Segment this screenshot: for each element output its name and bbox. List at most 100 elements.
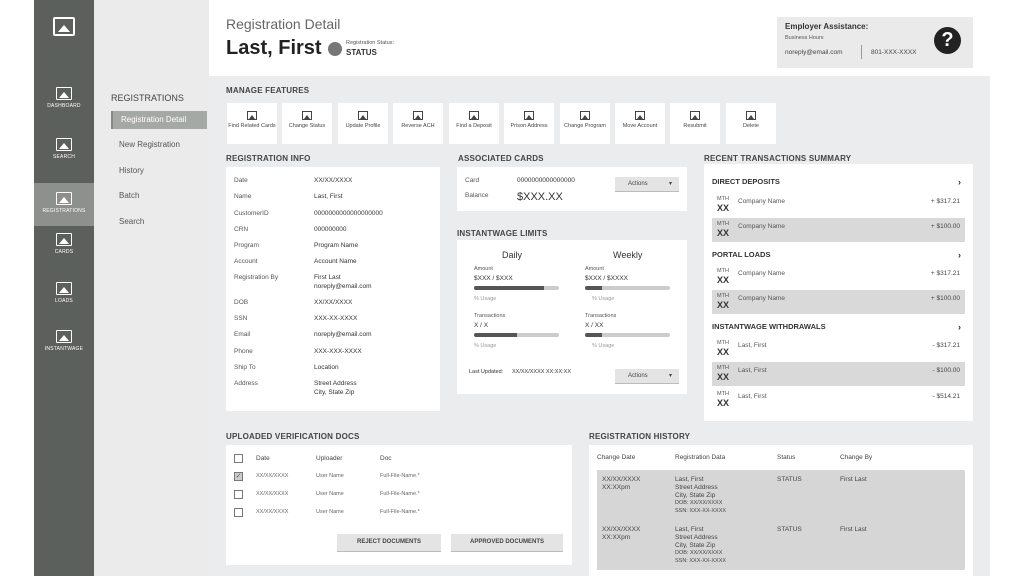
subnav-item-registration-detail[interactable]: Registration Detail: [111, 111, 207, 129]
weekly-usage-label: % Usage: [592, 296, 615, 302]
find-a-deposit-button[interactable]: Find a Deposit: [449, 103, 499, 144]
dashboard-icon: [56, 87, 72, 100]
transaction-amount: + $317.21: [930, 270, 960, 277]
reg-info-label: SSN: [234, 315, 248, 322]
history-status: STATUS: [777, 526, 802, 533]
daily-title: Daily: [502, 250, 523, 260]
registrations-icon: [56, 192, 72, 205]
transaction-day: XX: [717, 275, 730, 285]
doc-row-checkbox[interactable]: [234, 490, 243, 499]
transaction-month: MTH: [717, 293, 729, 299]
employer-phone[interactable]: 801-XXX-XXXX: [871, 49, 917, 56]
associated-cards-title: ASSOCIATED CARDS: [458, 154, 544, 163]
transaction-name: Company Name: [738, 198, 785, 205]
weekly-tx-usage-bar: [585, 333, 670, 337]
select-all-checkbox[interactable]: [234, 454, 243, 463]
doc-file-name[interactable]: Full-File-Name.*: [380, 509, 420, 515]
doc-row-checkbox[interactable]: ✓: [234, 472, 243, 481]
transaction-row[interactable]: MTH XX Company Name + $317.21: [712, 265, 965, 289]
transaction-group-title: PORTAL LOADS: [712, 250, 771, 259]
update-profile-button[interactable]: Update Profile: [338, 103, 388, 144]
rail-item-instantwage[interactable]: INSTANTWAGE: [34, 330, 94, 374]
reg-info-value: XXX-XX-XXXX: [314, 315, 358, 322]
weekly-amount-value: $XXX / $XXXX: [585, 275, 628, 282]
rail-item-loads[interactable]: LOADS: [34, 282, 94, 326]
weekly-amount-usage-bar: [585, 286, 670, 290]
sub-nav: REGISTRATIONS: [94, 0, 209, 576]
status-dot-icon: [328, 42, 342, 56]
transaction-amount: - $100.00: [932, 367, 960, 374]
chevron-down-icon: ▾: [668, 373, 672, 379]
approve-documents-button[interactable]: APPROVED DOCUMENTS: [451, 534, 563, 552]
rail-item-cards[interactable]: CARDS: [34, 233, 94, 277]
reverse-ach-button[interactable]: Reverse ACH: [393, 103, 443, 144]
feature-icon: [413, 111, 423, 120]
reg-info-label: Program: [234, 242, 259, 249]
find-related-cards-button[interactable]: Find Related Cards: [227, 103, 277, 144]
feature-icon: [746, 111, 756, 120]
doc-file-name[interactable]: Full-File-Name.*: [380, 473, 420, 479]
reject-documents-button[interactable]: REJECT DOCUMENTS: [337, 534, 441, 552]
transaction-group-header[interactable]: DIRECT DEPOSITS ›: [712, 177, 965, 187]
change-program-button[interactable]: Change Program: [560, 103, 610, 144]
transaction-group-header[interactable]: INSTANTWAGE WITHDRAWALS ›: [712, 322, 965, 332]
history-data-line: Street Address: [675, 534, 718, 541]
history-row[interactable]: XX/XX/XXXX XX:XXpm Last, First Street Addre…: [597, 520, 965, 570]
limits-actions-dropdown[interactable]: Actions ▾: [615, 369, 679, 384]
transaction-row[interactable]: MTH XX Company Name + $317.21: [712, 193, 965, 217]
transaction-month: MTH: [717, 196, 729, 202]
subnav-item-batch[interactable]: Batch: [119, 191, 140, 200]
change-status-button[interactable]: Change Status: [282, 103, 332, 144]
manage-features-title: MANAGE FEATURES: [226, 86, 310, 95]
transaction-row[interactable]: MTH XX Last, First - $514.21: [712, 388, 965, 412]
subnav-item-search[interactable]: Search: [119, 217, 145, 226]
prison-address-button[interactable]: Prison Address: [504, 103, 554, 144]
transaction-row[interactable]: MTH XX Company Name + $100.00: [712, 218, 965, 242]
feature-icon: [358, 111, 368, 120]
rail-item-search[interactable]: SEARCH: [34, 138, 94, 182]
feature-label: Change Status: [288, 123, 326, 129]
divider: [861, 45, 862, 59]
reg-info-label: Date: [234, 177, 248, 184]
delete-button[interactable]: Delete: [726, 103, 776, 144]
usage-fill: [585, 286, 602, 290]
usage-fill: [585, 333, 602, 337]
history-data-line: City, State Zip: [675, 542, 716, 549]
resubmit-button[interactable]: Resubmit: [670, 103, 720, 144]
move-account-button[interactable]: Move Account: [615, 103, 665, 144]
history-data-line: City, State Zip: [675, 492, 716, 499]
reg-info-value: First Last: [314, 274, 341, 281]
rail-label: INSTANTWAGE: [44, 346, 84, 352]
transaction-group-header[interactable]: PORTAL LOADS ›: [712, 250, 965, 260]
rail-item-registrations[interactable]: REGISTRATIONS: [34, 183, 94, 226]
reg-info-value: City, State Zip: [314, 389, 355, 396]
chevron-down-icon: ▾: [668, 181, 672, 187]
cards-actions-dropdown[interactable]: Actions ▾: [615, 177, 679, 192]
history-time: XX:XXpm: [602, 484, 631, 491]
rail-item-dashboard[interactable]: DASHBOARD: [34, 87, 94, 131]
loads-icon: [56, 282, 72, 295]
feature-label: Reverse ACH: [401, 123, 435, 129]
transaction-row[interactable]: MTH XX Last, First - $317.21: [712, 337, 965, 361]
registration-history-title: REGISTRATION HISTORY: [589, 432, 691, 441]
transaction-amount: + $100.00: [930, 295, 960, 302]
subnav-item-new-registration[interactable]: New Registration: [119, 140, 180, 149]
balance-label: Balance: [465, 192, 489, 199]
employer-email[interactable]: noreply@email.com: [785, 49, 843, 56]
subnav-item-history[interactable]: History: [119, 166, 144, 175]
rail-label: SEARCH: [52, 154, 76, 160]
help-question-icon[interactable]: ?: [934, 27, 961, 54]
doc-row-checkbox[interactable]: [234, 508, 243, 517]
daily-tx-label: Transactions: [474, 313, 506, 319]
instantwage-limits-card: [457, 240, 687, 394]
transaction-name: Last, First: [738, 342, 767, 349]
history-row[interactable]: XX/XX/XXXX XX:XXpm Last, First Street Addre…: [597, 470, 965, 520]
logo-image-icon[interactable]: [53, 17, 75, 36]
reg-info-label: Address: [234, 380, 258, 387]
reg-info-value: noreply@email.com: [314, 283, 372, 290]
transaction-name: Company Name: [738, 295, 785, 302]
transaction-row[interactable]: MTH XX Company Name + $100.00: [712, 290, 965, 314]
doc-file-name[interactable]: Full-File-Name.*: [380, 491, 420, 497]
reg-info-value: 000000000: [314, 226, 347, 233]
transaction-row[interactable]: MTH XX Last, First - $100.00: [712, 362, 965, 386]
